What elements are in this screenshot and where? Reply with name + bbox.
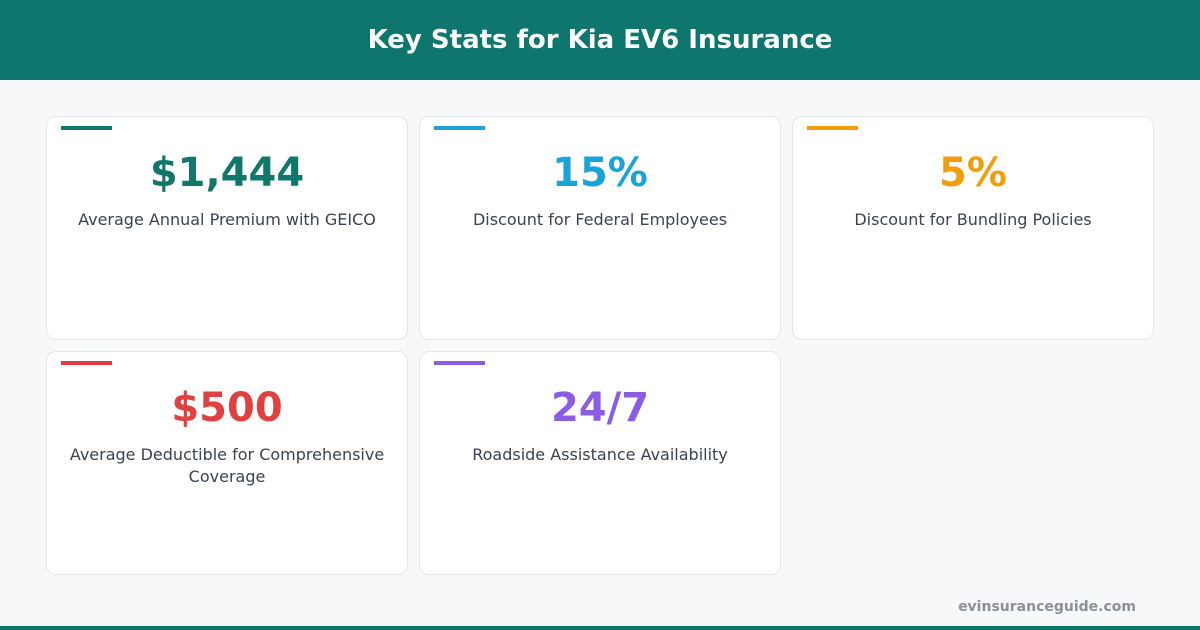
stat-card: $1,444 Average Annual Premium with GEICO <box>46 116 408 340</box>
header: Key Stats for Kia EV6 Insurance <box>0 0 1200 80</box>
bottom-bar <box>0 626 1200 630</box>
card-grid: $1,444 Average Annual Premium with GEICO 1… <box>46 116 1154 575</box>
stat-value: $500 <box>171 385 283 431</box>
stat-card: 5% Discount for Bundling Policies <box>792 116 1154 340</box>
stat-card: 15% Discount for Federal Employees <box>419 116 781 340</box>
accent-bar <box>434 361 485 365</box>
stat-card: $500 Average Deductible for Comprehensive… <box>46 351 408 575</box>
title: Key Stats for Kia EV6 Insurance <box>367 25 833 55</box>
stat-value: 5% <box>939 150 1007 196</box>
accent-bar <box>61 361 112 365</box>
stat-label: Average Annual Premium with GEICO <box>78 210 376 229</box>
stat-label: Roadside Assistance Availability <box>472 445 728 464</box>
accent-bar <box>807 126 858 130</box>
stat-card: 24/7 Roadside Assistance Availability <box>419 351 781 575</box>
stat-value: 24/7 <box>550 385 650 431</box>
stat-value: 15% <box>552 150 648 196</box>
stat-label: Discount for Bundling Policies <box>854 210 1092 229</box>
stat-label: Discount for Federal Employees <box>472 210 728 229</box>
accent-bar <box>434 126 485 130</box>
footer-text: evinsuranceguide.com <box>958 599 1136 615</box>
accent-bar <box>61 126 112 130</box>
stat-value: $1,444 <box>149 150 305 196</box>
stat-label: Average Deductible for Comprehensive Cov… <box>69 445 385 486</box>
